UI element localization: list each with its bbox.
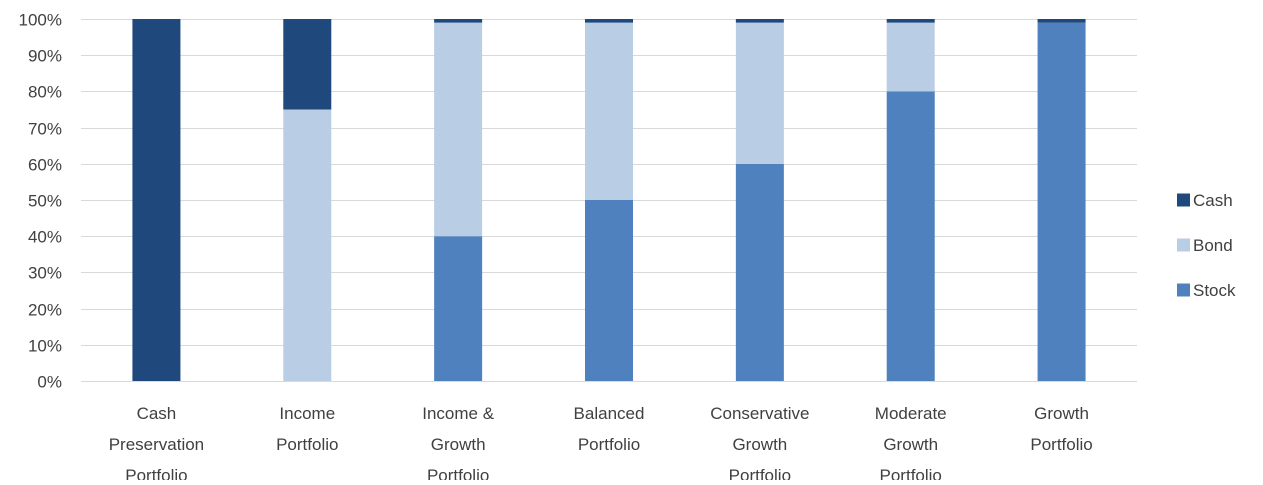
legend-label-bond: Bond: [1193, 236, 1233, 255]
y-tick-label: 10%: [28, 337, 62, 356]
x-category-label-line: Balanced: [574, 404, 645, 423]
bar-stock-5: [886, 91, 935, 382]
x-category-label-line: Growth: [431, 435, 486, 454]
bar-bond-2: [434, 22, 483, 237]
x-category-label: Growth Portfolio: [1030, 404, 1092, 454]
legend-label-stock: Stock: [1193, 281, 1236, 300]
bar-cash-5: [886, 19, 935, 23]
x-category-label-line: Portfolio: [276, 435, 338, 454]
bar-cash-2: [434, 19, 483, 23]
bar-bond-1: [283, 109, 332, 381]
bar-stock-2: [434, 236, 483, 381]
legend-swatch-cash: [1177, 193, 1190, 207]
legend-swatch-stock: [1177, 283, 1190, 297]
y-tick-label: 40%: [28, 228, 62, 247]
bar-stock-3: [585, 200, 633, 381]
legend-label-cash: Cash: [1193, 191, 1233, 210]
x-category-label-line: Portfolio: [880, 466, 942, 480]
x-category-label-line: Income &: [422, 404, 494, 423]
x-category-label-line: Income: [279, 404, 335, 423]
y-tick-label: 80%: [28, 83, 62, 102]
x-category-label-line: Growth: [1034, 404, 1089, 423]
x-category-label-line: Portfolio: [729, 466, 791, 480]
y-tick-label: 100%: [19, 11, 62, 30]
x-category-label: Conservative Growth Portfolio: [710, 404, 809, 480]
bar-cash-4: [735, 19, 784, 23]
x-category-label: Balanced Portfolio: [574, 404, 645, 454]
x-category-label-line: Portfolio: [125, 466, 187, 480]
bar-cash-6: [1037, 19, 1086, 23]
bar-bond-3: [585, 22, 633, 201]
x-category-label-line: Portfolio: [427, 466, 489, 480]
x-category-label: Income & Growth Portfolio: [422, 404, 494, 480]
x-category-label-line: Growth: [883, 435, 938, 454]
x-category-label-line: Portfolio: [1030, 435, 1092, 454]
x-category-label-line: Moderate: [875, 404, 947, 423]
x-category-label-line: Cash: [137, 404, 177, 423]
bar-stock-4: [735, 163, 784, 381]
x-axis-category-labels: Cash Preservation Portfolio Income Portfolio…: [109, 404, 1093, 485]
x-category-label-line: Conservative: [710, 404, 809, 423]
bar-stock-6: [1037, 22, 1086, 382]
x-category-label-line: Growth: [732, 435, 787, 454]
y-tick-label: 0%: [37, 373, 62, 392]
x-category-label: Cash Preservation Portfolio: [109, 404, 204, 480]
y-tick-label: 30%: [28, 264, 62, 283]
y-tick-label: 90%: [28, 47, 62, 66]
legend-swatch-bond: [1177, 238, 1190, 252]
x-category-label: Income Portfolio: [276, 404, 338, 454]
bar-cash-3: [585, 19, 633, 23]
bar-bond-4: [735, 22, 784, 164]
y-tick-label: 20%: [28, 301, 62, 320]
x-category-label-line: Preservation: [109, 435, 204, 454]
y-tick-label: 60%: [28, 156, 62, 175]
bar-cash-0: [132, 19, 181, 381]
bar-bond-5: [886, 22, 935, 92]
bar-cash-1: [283, 19, 332, 110]
x-category-label-line: Portfolio: [578, 435, 640, 454]
y-axis-tick-labels: 0% 10% 20% 30% 40% 50% 60% 70% 80% 90% 100%: [19, 11, 62, 392]
y-tick-label: 50%: [28, 192, 62, 211]
x-category-label: Moderate Growth Portfolio: [875, 404, 947, 480]
y-tick-label: 70%: [28, 120, 62, 139]
bars: [132, 19, 1086, 382]
legend: Cash Bond Stock: [1177, 191, 1236, 300]
